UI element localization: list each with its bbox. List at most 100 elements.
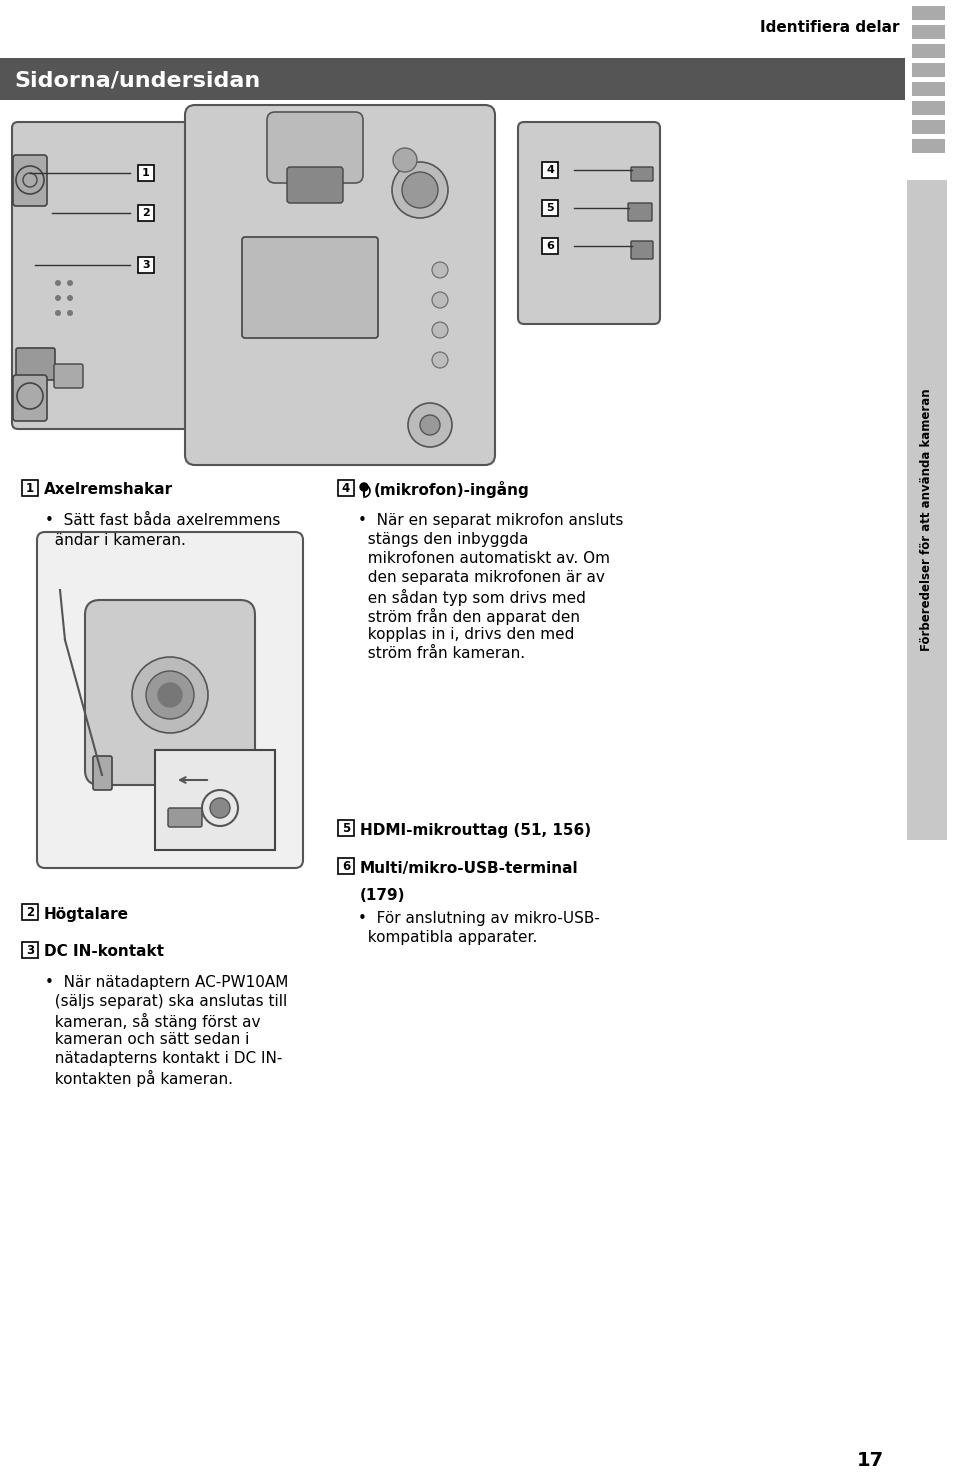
FancyBboxPatch shape — [267, 112, 363, 183]
Bar — [542, 201, 558, 215]
FancyBboxPatch shape — [12, 122, 194, 429]
Circle shape — [408, 403, 452, 447]
Bar — [912, 119, 945, 134]
Text: ström från kameran.: ström från kameran. — [358, 646, 525, 661]
Text: 4: 4 — [342, 481, 350, 494]
Circle shape — [132, 656, 208, 733]
FancyBboxPatch shape — [628, 204, 652, 221]
Circle shape — [158, 683, 182, 707]
Bar — [912, 100, 945, 115]
Circle shape — [55, 310, 61, 316]
Bar — [912, 63, 945, 77]
Text: kopplas in i, drivs den med: kopplas in i, drivs den med — [358, 627, 574, 642]
Bar — [22, 904, 38, 920]
Bar — [907, 180, 947, 839]
Text: 6: 6 — [546, 240, 554, 251]
Bar — [338, 858, 354, 875]
Text: nätadapterns kontakt i DC IN-: nätadapterns kontakt i DC IN- — [45, 1052, 282, 1066]
FancyBboxPatch shape — [287, 167, 343, 204]
Bar — [22, 479, 38, 496]
Text: kontakten på kameran.: kontakten på kameran. — [45, 1069, 233, 1087]
Text: 1: 1 — [26, 481, 34, 494]
FancyBboxPatch shape — [93, 757, 112, 791]
Circle shape — [67, 280, 73, 286]
Circle shape — [420, 414, 440, 435]
Text: 2: 2 — [142, 208, 150, 218]
Bar — [542, 162, 558, 178]
Bar — [912, 83, 945, 96]
Circle shape — [210, 798, 230, 819]
Text: kameran, så stäng först av: kameran, så stäng först av — [45, 1013, 260, 1030]
Bar — [0, 58, 905, 100]
FancyBboxPatch shape — [168, 808, 202, 827]
Bar — [138, 165, 154, 181]
Text: kompatibla apparater.: kompatibla apparater. — [358, 931, 538, 945]
Text: 17: 17 — [856, 1450, 883, 1469]
FancyBboxPatch shape — [631, 240, 653, 260]
Text: Sidorna/undersidan: Sidorna/undersidan — [14, 69, 260, 90]
Circle shape — [360, 482, 368, 491]
Text: •  För anslutning av mikro-USB-: • För anslutning av mikro-USB- — [358, 912, 600, 926]
Text: ström från den apparat den: ström från den apparat den — [358, 608, 580, 625]
FancyBboxPatch shape — [518, 122, 660, 324]
Bar — [912, 139, 945, 153]
Text: Identifiera delar: Identifiera delar — [760, 21, 900, 35]
Circle shape — [67, 295, 73, 301]
Text: den separata mikrofonen är av: den separata mikrofonen är av — [358, 569, 605, 586]
Text: stängs den inbyggda: stängs den inbyggda — [358, 532, 528, 547]
Text: mikrofonen automatiskt av. Om: mikrofonen automatiskt av. Om — [358, 552, 610, 566]
Circle shape — [402, 173, 438, 208]
Circle shape — [146, 671, 194, 718]
Text: 2: 2 — [26, 906, 34, 919]
Text: •  När en separat mikrofon ansluts: • När en separat mikrofon ansluts — [358, 513, 623, 528]
FancyBboxPatch shape — [54, 364, 83, 388]
Text: (säljs separat) ska anslutas till: (säljs separat) ska anslutas till — [45, 994, 287, 1009]
Text: DC IN-kontakt: DC IN-kontakt — [44, 944, 164, 960]
Circle shape — [432, 263, 448, 277]
Circle shape — [392, 162, 448, 218]
FancyBboxPatch shape — [13, 155, 47, 207]
Text: 6: 6 — [342, 860, 350, 873]
Bar — [912, 44, 945, 58]
Text: en sådan typ som drivs med: en sådan typ som drivs med — [358, 589, 586, 606]
Text: HDMI-mikrouttag (51, 156): HDMI-mikrouttag (51, 156) — [360, 823, 591, 838]
Text: (179): (179) — [360, 888, 405, 903]
Bar — [138, 257, 154, 273]
Text: Högtalare: Högtalare — [44, 907, 129, 922]
Bar — [338, 479, 354, 496]
Text: 5: 5 — [342, 822, 350, 835]
Text: (mikrofon)-ingång: (mikrofon)-ingång — [374, 481, 530, 499]
Circle shape — [55, 295, 61, 301]
Text: Förberedelser för att använda kameran: Förberedelser för att använda kameran — [921, 389, 933, 652]
Text: kameran och sätt sedan i: kameran och sätt sedan i — [45, 1032, 250, 1047]
Bar — [542, 237, 558, 254]
Bar — [912, 25, 945, 38]
Bar — [22, 943, 38, 957]
FancyBboxPatch shape — [185, 105, 495, 465]
Circle shape — [432, 292, 448, 308]
Circle shape — [393, 148, 417, 173]
Text: •  När nätadaptern AC-PW10AM: • När nätadaptern AC-PW10AM — [45, 975, 288, 990]
Text: 5: 5 — [546, 204, 554, 212]
Circle shape — [55, 280, 61, 286]
FancyBboxPatch shape — [85, 600, 255, 785]
Text: 4: 4 — [546, 165, 554, 176]
Bar — [912, 6, 945, 21]
Text: 1: 1 — [142, 168, 150, 178]
FancyBboxPatch shape — [16, 348, 55, 381]
Text: •  Sätt fast båda axelremmens: • Sätt fast båda axelremmens — [45, 513, 280, 528]
FancyBboxPatch shape — [631, 167, 653, 181]
Circle shape — [67, 310, 73, 316]
Bar — [338, 820, 354, 836]
Text: 3: 3 — [26, 944, 34, 956]
FancyBboxPatch shape — [242, 237, 378, 338]
Text: 3: 3 — [142, 260, 150, 270]
Circle shape — [432, 353, 448, 367]
Bar — [138, 205, 154, 221]
Bar — [155, 749, 275, 850]
Text: Axelremshakar: Axelremshakar — [44, 482, 173, 497]
Text: Multi/mikro-USB-terminal: Multi/mikro-USB-terminal — [360, 860, 579, 876]
FancyBboxPatch shape — [13, 375, 47, 420]
Circle shape — [432, 322, 448, 338]
FancyBboxPatch shape — [37, 532, 303, 867]
